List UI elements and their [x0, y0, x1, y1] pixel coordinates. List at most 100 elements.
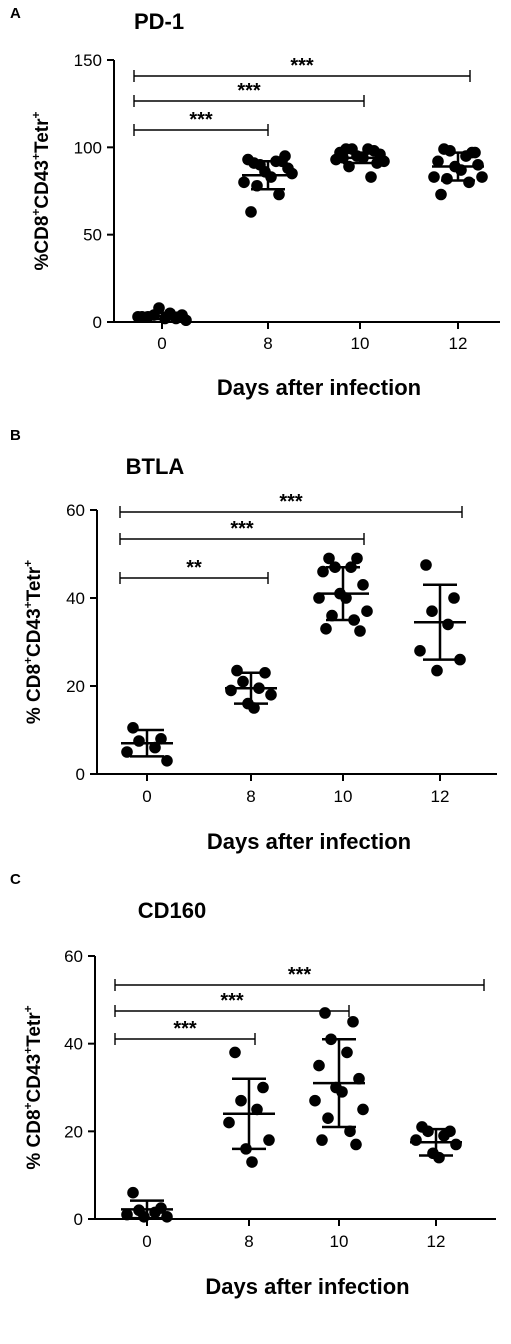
y-label-superscript: +: [21, 560, 35, 567]
y-label-part: CD43: [24, 1054, 45, 1103]
significance-label: ***: [279, 491, 303, 513]
data-point: [422, 1125, 434, 1138]
y-tick-label: 60: [64, 947, 83, 966]
data-point: [463, 176, 475, 189]
data-point: [326, 609, 338, 622]
data-point: [245, 206, 257, 218]
data-point: [309, 1094, 321, 1107]
data-point: [344, 1125, 356, 1138]
y-tick-label: 50: [83, 226, 102, 245]
data-point: [426, 605, 438, 617]
y-tick-label: 0: [76, 765, 85, 784]
data-point: [322, 1112, 334, 1124]
data-point: [448, 592, 460, 604]
data-point: [127, 1186, 139, 1199]
data-point: [279, 150, 291, 162]
significance-label: ***: [237, 80, 261, 102]
data-point: [414, 645, 426, 657]
data-point: [248, 702, 260, 714]
x-axis-label: Days after infection: [217, 375, 421, 400]
y-tick-label: 0: [93, 313, 102, 332]
data-point: [353, 1072, 365, 1085]
y-label-superscript: +: [29, 153, 43, 160]
panel-label: B: [10, 427, 21, 444]
y-label-part: Tetr: [24, 1012, 45, 1047]
x-tick-label: 8: [263, 334, 272, 353]
data-point: [238, 176, 250, 189]
y-label-part: %CD8: [32, 216, 53, 271]
x-axis-label: Days after infection: [207, 829, 411, 854]
data-point: [420, 559, 432, 571]
x-tick-label: 0: [157, 334, 166, 353]
significance-label: ***: [230, 518, 254, 540]
data-point: [265, 689, 277, 701]
data-point: [319, 1007, 331, 1019]
chart-panel-c: C CD160 0 20 40 60 0 8 10 12 Days after infection%…: [10, 871, 496, 1299]
data-point: [357, 579, 369, 591]
x-tick-label: 0: [142, 787, 151, 806]
chart-panel-a: A PD-1 0 50 100 150 0 8 10 12 Days after infection…: [10, 5, 500, 400]
data-point: [263, 1134, 275, 1146]
y-label-superscript: +: [21, 601, 35, 608]
x-tick-label: 10: [330, 1232, 349, 1251]
y-label-part: % CD8: [24, 1109, 45, 1169]
data-point: [273, 188, 285, 201]
y-axis-label: % CD8+CD43+Tetr+: [21, 560, 45, 724]
data-point: [161, 1211, 173, 1223]
significance-label: ***: [288, 964, 312, 986]
y-tick-label: 60: [66, 501, 85, 520]
y-tick-label: 0: [74, 1210, 83, 1229]
x-tick-label: 8: [246, 787, 255, 806]
significance-label: ***: [189, 109, 213, 131]
y-tick-label: 20: [64, 1122, 83, 1141]
data-point: [431, 664, 443, 677]
data-point: [121, 1208, 133, 1221]
data-point: [286, 167, 298, 180]
data-point: [351, 552, 363, 565]
data-point: [454, 653, 466, 666]
data-point: [347, 1015, 359, 1028]
data-point: [313, 592, 325, 604]
data-point: [313, 1059, 325, 1072]
data-point: [231, 664, 243, 677]
data-point: [476, 171, 488, 183]
data-point: [320, 623, 332, 635]
x-tick-label: 12: [431, 787, 450, 806]
data-point: [365, 171, 377, 183]
significance-label: **: [186, 557, 202, 579]
data-point: [242, 153, 254, 166]
y-label-part: % CD8: [24, 664, 45, 724]
data-point: [251, 1103, 263, 1116]
y-label-part: CD43: [32, 160, 53, 209]
x-tick-label: 12: [427, 1232, 446, 1251]
data-point: [450, 1138, 462, 1151]
data-point: [317, 565, 329, 578]
y-label-part: Tetr: [24, 566, 45, 601]
data-point: [155, 733, 167, 745]
data-point: [223, 1116, 235, 1129]
y-tick-label: 40: [66, 589, 85, 608]
data-point: [246, 1156, 258, 1168]
y-label-superscript: +: [21, 657, 35, 664]
data-point: [435, 188, 447, 201]
chart-title: BTLA: [126, 454, 185, 479]
chart-panel-b: B BTLA 0 20 40 60 0 8 10 12 Days after infection % …: [10, 427, 497, 854]
x-tick-label: 8: [244, 1232, 253, 1251]
x-axis-label: Days after infection: [205, 1274, 409, 1299]
y-label-part: Tetr: [32, 118, 53, 153]
y-tick-label: 20: [66, 677, 85, 696]
data-point: [153, 302, 165, 314]
y-label-superscript: +: [21, 1102, 35, 1109]
y-axis-label: %CD8+CD43+Tetr+: [29, 111, 53, 270]
data-point: [472, 159, 484, 171]
x-tick-label: 10: [334, 787, 353, 806]
y-tick-label: 100: [74, 138, 102, 157]
panel-label: A: [10, 5, 21, 22]
data-point: [432, 155, 444, 168]
data-point: [323, 552, 335, 565]
significance-label: ***: [220, 990, 244, 1012]
data-point: [357, 1103, 369, 1116]
data-point: [361, 605, 373, 617]
y-label-superscript: +: [29, 209, 43, 216]
